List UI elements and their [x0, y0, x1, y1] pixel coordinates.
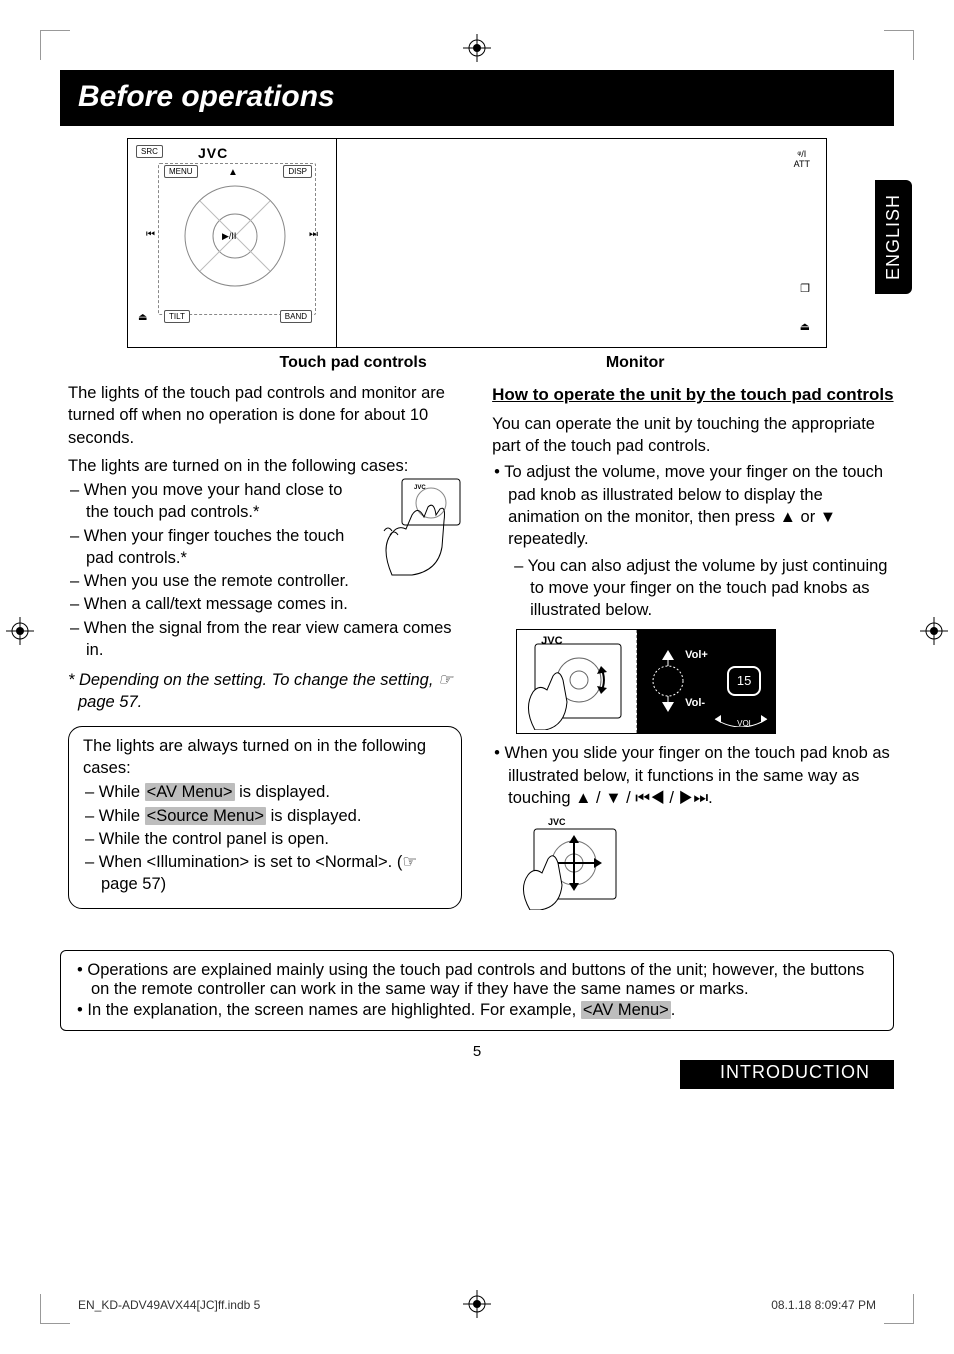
footnote-text: Depending on the setting. To change the …: [78, 671, 453, 711]
box-item-text: is displayed.: [266, 807, 361, 825]
print-footer-left: EN_KD-ADV49AVX44[JC]ff.indb 5: [78, 1298, 260, 1312]
eject-icon: ⏏: [138, 312, 147, 323]
list-item: While the control panel is open.: [85, 828, 447, 850]
box-item-text: is displayed.: [235, 783, 330, 801]
box-intro: The lights are always turned on in the f…: [83, 735, 447, 780]
note-text: In the explanation, the screen names are…: [87, 1001, 580, 1019]
brand-label: JVC: [541, 634, 562, 649]
note-text: .: [671, 1001, 676, 1019]
crop-mark: [884, 1294, 914, 1324]
list-item: When the signal from the rear view camer…: [70, 617, 462, 662]
print-footer-right: 08.1.18 8:09:47 PM: [771, 1298, 876, 1312]
volume-figure-monitor: Vol+ Vol- 15 VOL: [637, 630, 775, 733]
section-title: Before operations: [60, 70, 894, 126]
left-callout-box: The lights are always turned on in the f…: [68, 726, 462, 909]
touch-pad-controls-figure: JVC SRC MENU DISP ▲ ⏮ ⏭ ▶/II TILT BAND ⏏: [127, 138, 337, 348]
print-footer: EN_KD-ADV49AVX44[JC]ff.indb 5 08.1.18 8:…: [78, 1298, 876, 1312]
brand-label: JVC: [198, 145, 228, 161]
device-figure: JVC SRC MENU DISP ▲ ⏮ ⏭ ▶/II TILT BAND ⏏…: [127, 138, 827, 348]
highlighted-menu-name: <Source Menu>: [145, 807, 266, 825]
left-paragraph-1: The lights of the touch pad controls and…: [68, 382, 462, 449]
next-icon: ⏭: [309, 229, 318, 240]
highlighted-menu-name: <AV Menu>: [145, 783, 235, 801]
list-item: Operations are explained mainly using th…: [77, 961, 879, 999]
prev-icon: ⏮: [146, 229, 155, 240]
bullet-text: To adjust the volume, move your finger o…: [504, 463, 883, 548]
vol-label: VOL: [737, 719, 753, 730]
right-sub-list: You can also adjust the volume by just c…: [512, 555, 894, 622]
two-column-body: The lights of the touch pad controls and…: [60, 382, 894, 910]
box-dash-list: While <AV Menu> is displayed. While <Sou…: [83, 781, 447, 895]
list-item: You can also adjust the volume by just c…: [514, 555, 894, 622]
figure-label-right: Monitor: [606, 354, 665, 372]
list-item: While <Source Menu> is displayed.: [85, 805, 447, 827]
list-item: To adjust the volume, move your finger o…: [494, 461, 894, 621]
list-item: In the explanation, the screen names are…: [77, 1001, 879, 1020]
language-tab: ENGLISH: [875, 180, 912, 294]
bottom-bullet-list: Operations are explained mainly using th…: [75, 961, 879, 1020]
bottom-note-box: Operations are explained mainly using th…: [60, 950, 894, 1031]
figure-label-left: Touch pad controls: [280, 354, 427, 372]
footer-section-tab: INTRODUCTION: [680, 1060, 894, 1089]
list-item: When <Illumination> is set to <Normal>. …: [85, 851, 447, 896]
right-column: How to operate the unit by the touch pad…: [492, 382, 894, 910]
footnote-asterisk: *: [68, 671, 79, 689]
vol-plus-label: Vol+: [685, 648, 708, 663]
up-arrow-icon: ▲: [228, 167, 238, 178]
disp-button: DISP: [283, 165, 312, 178]
right-heading: How to operate the unit by the touch pad…: [492, 384, 894, 407]
list-item: While <AV Menu> is displayed.: [85, 781, 447, 803]
volume-figure-panel: JVC: [517, 630, 637, 733]
vol-minus-label: Vol-: [685, 696, 705, 711]
src-button: SRC: [136, 145, 163, 158]
box-item-text: While: [99, 807, 145, 825]
right-bullet-list-2: When you slide your finger on the touch …: [492, 742, 894, 809]
volume-level-badge: 15: [727, 666, 761, 696]
right-bullet-list: To adjust the volume, move your finger o…: [492, 461, 894, 621]
left-column: The lights of the touch pad controls and…: [60, 382, 462, 910]
slide-gesture-figure: JVC: [516, 815, 626, 910]
crop-mark: [40, 1294, 70, 1324]
volume-animation-figure: JVC: [516, 629, 776, 734]
svg-text:JVC: JVC: [414, 485, 426, 491]
figure-labels: Touch pad controls Monitor: [60, 354, 894, 372]
band-button: BAND: [280, 310, 312, 323]
att-button-label: ᵠ/I ATT: [794, 149, 810, 169]
page-content: Before operations ENGLISH JVC SRC MENU D…: [0, 0, 954, 1129]
hand-approach-icon: JVC: [362, 477, 462, 577]
monitor-figure: ᵠ/I ATT ❐ ⏏: [337, 138, 827, 348]
tilt-button: TILT: [164, 310, 190, 323]
disc-slot-icon: ❐: [800, 282, 810, 295]
volume-gesture-icon: [517, 630, 637, 730]
list-item: When you slide your finger on the touch …: [494, 742, 894, 809]
play-pause-icon: ▶/II: [222, 231, 236, 242]
box-item-text: While: [99, 783, 145, 801]
page-number: 5: [60, 1043, 894, 1060]
monitor-screen: [337, 147, 784, 339]
svg-text:JVC: JVC: [548, 817, 566, 827]
monitor-eject-icon: ⏏: [800, 320, 810, 333]
menu-button: MENU: [164, 165, 198, 178]
list-item: When a call/text message comes in.: [70, 593, 462, 615]
right-paragraph-1: You can operate the unit by touching the…: [492, 413, 894, 458]
highlighted-menu-name: <AV Menu>: [581, 1001, 671, 1019]
left-paragraph-2: The lights are turned on in the followin…: [68, 455, 462, 477]
left-footnote: * Depending on the setting. To change th…: [68, 669, 462, 714]
